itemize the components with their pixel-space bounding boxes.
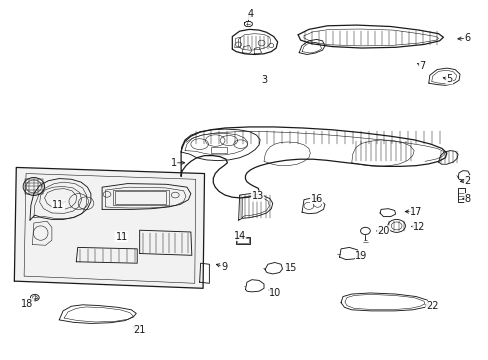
Bar [235,237,250,244]
Text: 16: 16 [310,194,322,204]
Bar [457,188,465,202]
Text: 1: 1 [170,158,177,168]
Text: 7: 7 [419,61,425,71]
Text: 19: 19 [355,251,367,261]
Text: 5: 5 [445,74,451,84]
Text: 11: 11 [115,232,127,242]
Text: 9: 9 [221,262,226,272]
Text: 15: 15 [284,263,296,273]
Text: 3: 3 [261,75,266,85]
Text: 10: 10 [268,288,281,298]
Text: 14: 14 [233,231,245,240]
Text: 18: 18 [21,299,34,309]
Text: 17: 17 [409,207,422,217]
Text: 8: 8 [464,194,470,204]
Text: 21: 21 [133,325,145,335]
Bar [115,192,166,204]
Text: 22: 22 [425,301,438,311]
Bar [237,238,248,243]
Text: 20: 20 [377,226,389,236]
Text: 6: 6 [463,33,469,43]
Text: 12: 12 [412,222,425,232]
Polygon shape [14,167,204,288]
Text: 2: 2 [464,176,470,186]
Text: 4: 4 [247,9,253,19]
Bar [211,147,226,153]
Text: 11: 11 [52,200,64,210]
Bar [113,190,168,205]
Text: 13: 13 [251,191,263,201]
